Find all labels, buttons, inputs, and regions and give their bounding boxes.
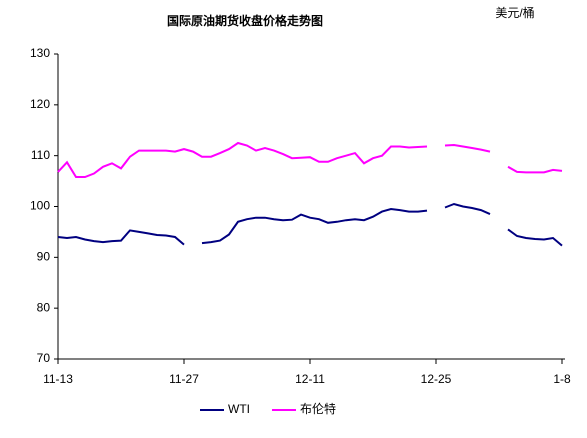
- y-tick-label: 70: [37, 351, 51, 365]
- series-line: [57, 202, 563, 247]
- y-tick-label: 110: [31, 148, 50, 162]
- chart-title: 国际原油期货收盘价格走势图: [167, 13, 323, 28]
- y-tick-label: 130: [30, 46, 50, 60]
- unit-label: 美元/桶: [495, 5, 534, 20]
- x-tick-label: 12-11: [295, 372, 325, 386]
- series-line: [57, 141, 563, 178]
- y-tick-label: 120: [30, 97, 50, 111]
- y-tick-label: 80: [37, 300, 51, 314]
- legend-label: WTI: [228, 402, 250, 416]
- x-tick-label: 11-13: [43, 372, 73, 386]
- x-tick-label: 12-25: [421, 372, 452, 386]
- x-tick-label: 1-8: [553, 372, 571, 386]
- x-tick-label: 11-27: [169, 372, 199, 386]
- y-tick-label: 100: [30, 199, 50, 213]
- y-tick-label: 90: [37, 250, 51, 264]
- legend-label: 布伦特: [300, 401, 336, 416]
